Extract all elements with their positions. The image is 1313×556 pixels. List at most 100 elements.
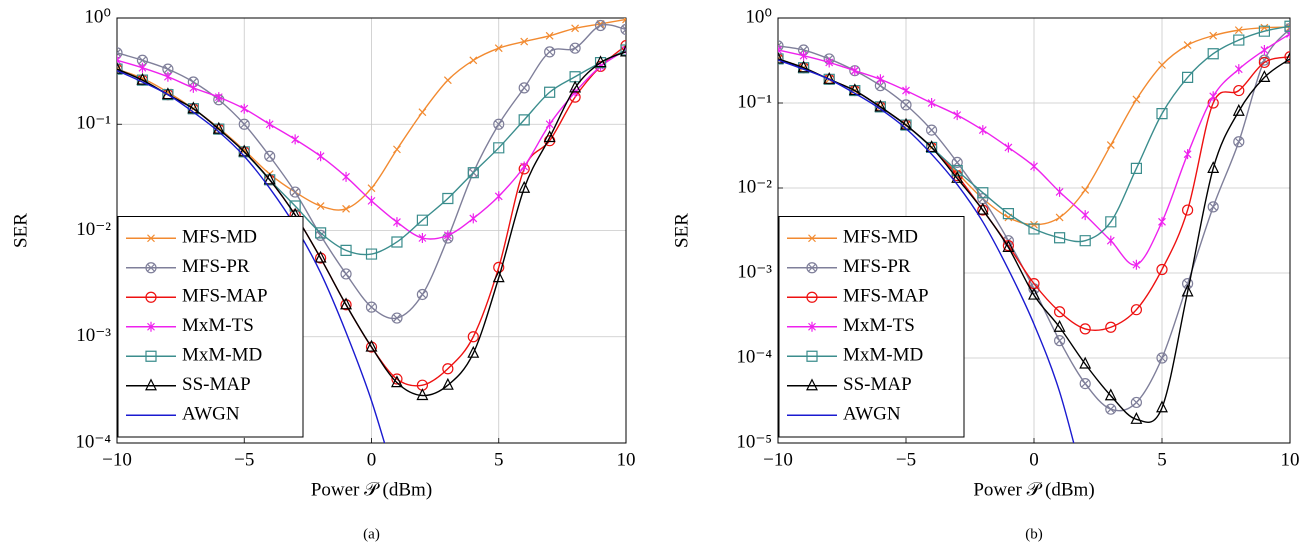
legend-marker xyxy=(145,291,157,303)
data-point xyxy=(1130,162,1142,175)
legend-label: AWGN xyxy=(843,404,901,425)
data-point xyxy=(927,98,936,108)
x-tick-label: 10 xyxy=(617,449,636,470)
data-point xyxy=(342,171,350,182)
data-point xyxy=(315,227,327,239)
plot-frame xyxy=(777,17,1291,444)
data-point xyxy=(1233,136,1245,148)
data-point xyxy=(136,72,149,85)
data-point xyxy=(189,82,198,93)
data-point xyxy=(393,145,401,154)
series-line xyxy=(117,69,386,443)
data-point xyxy=(1183,41,1192,50)
data-point xyxy=(1130,411,1143,424)
data-point xyxy=(978,125,987,136)
data-point xyxy=(902,85,910,96)
data-point xyxy=(977,193,989,205)
data-point xyxy=(544,86,556,98)
data-point xyxy=(494,44,503,53)
data-point xyxy=(798,62,810,74)
data-point xyxy=(798,44,810,56)
legend-marker xyxy=(806,291,818,303)
data-point xyxy=(1258,56,1271,68)
data-point xyxy=(850,65,859,76)
data-point xyxy=(874,99,887,112)
data-point xyxy=(1207,201,1219,213)
data-point xyxy=(622,18,626,24)
y-tick-label: 10⁻² xyxy=(737,176,772,197)
data-point xyxy=(467,331,479,343)
data-point xyxy=(418,108,427,117)
y-tick-label: 10⁻⁴ xyxy=(75,431,111,452)
data-point xyxy=(441,377,454,390)
data-point xyxy=(926,124,938,136)
data-point xyxy=(518,114,530,126)
data-point xyxy=(212,121,225,134)
data-point xyxy=(1156,352,1168,364)
data-point xyxy=(594,57,607,69)
data-point xyxy=(163,71,172,82)
data-point xyxy=(1079,378,1091,390)
x-tick-label: −5 xyxy=(234,449,254,470)
data-point xyxy=(1079,235,1091,247)
y-tick-label: 10⁻³ xyxy=(737,261,772,282)
data-point xyxy=(1158,61,1166,69)
data-point xyxy=(1106,235,1115,246)
series-line xyxy=(117,51,626,397)
data-point xyxy=(493,118,505,130)
data-point xyxy=(1106,141,1115,149)
data-point xyxy=(1028,223,1040,235)
y-tick-label: 10⁰ xyxy=(84,6,111,27)
data-point xyxy=(467,345,480,358)
data-point xyxy=(136,74,149,86)
legend-label: MFS-MD xyxy=(843,227,918,248)
legend-marker xyxy=(806,262,818,274)
data-point xyxy=(620,40,626,52)
x-axis-label: Power 𝒫 (dBm) xyxy=(973,479,1094,500)
data-point xyxy=(1130,396,1143,408)
chart: 10⁰ 10⁻¹ 10⁻² 10⁻³ 10⁻⁴ 10⁻⁵−10 −5 0 5 10 SER Power… xyxy=(671,6,1299,542)
y-tick-label: 10⁻² xyxy=(76,219,111,240)
data-point xyxy=(418,232,427,243)
data-point xyxy=(900,119,912,131)
y-tick-label: 10⁻¹ xyxy=(737,91,772,112)
data-point xyxy=(620,44,626,56)
x-tick-label: 5 xyxy=(1157,449,1167,470)
data-point xyxy=(1209,31,1218,40)
data-point xyxy=(265,119,274,130)
data-point xyxy=(1232,103,1245,116)
data-point xyxy=(1081,185,1090,194)
data-point xyxy=(545,31,554,40)
data-point xyxy=(1055,186,1064,197)
data-point xyxy=(1132,95,1141,104)
data-point xyxy=(518,180,531,193)
data-point xyxy=(443,76,452,85)
data-point xyxy=(1258,70,1271,83)
data-point xyxy=(799,50,808,61)
caption: (a) xyxy=(363,526,380,542)
data-point xyxy=(544,46,556,58)
plot-frame xyxy=(116,17,627,444)
data-point xyxy=(117,63,123,75)
data-point xyxy=(316,202,325,210)
y-tick-label: 10⁻⁵ xyxy=(736,431,772,452)
data-point xyxy=(1028,278,1040,290)
legend-label: MxM-MD xyxy=(182,345,262,366)
data-point xyxy=(1105,403,1117,415)
data-point xyxy=(391,236,403,248)
data-point xyxy=(1209,91,1218,102)
data-point xyxy=(594,55,607,68)
data-point xyxy=(1054,306,1066,318)
data-point xyxy=(953,110,962,121)
data-point xyxy=(520,37,529,46)
data-point xyxy=(416,214,428,226)
data-point xyxy=(442,192,454,205)
y-tick-label: 10⁻¹ xyxy=(76,113,111,134)
data-point xyxy=(797,60,810,73)
legend-label: MxM-TS xyxy=(182,315,254,336)
data-point xyxy=(1158,216,1166,227)
data-point xyxy=(620,44,626,57)
x-tick-label: 0 xyxy=(367,449,377,470)
data-point xyxy=(1055,213,1064,222)
